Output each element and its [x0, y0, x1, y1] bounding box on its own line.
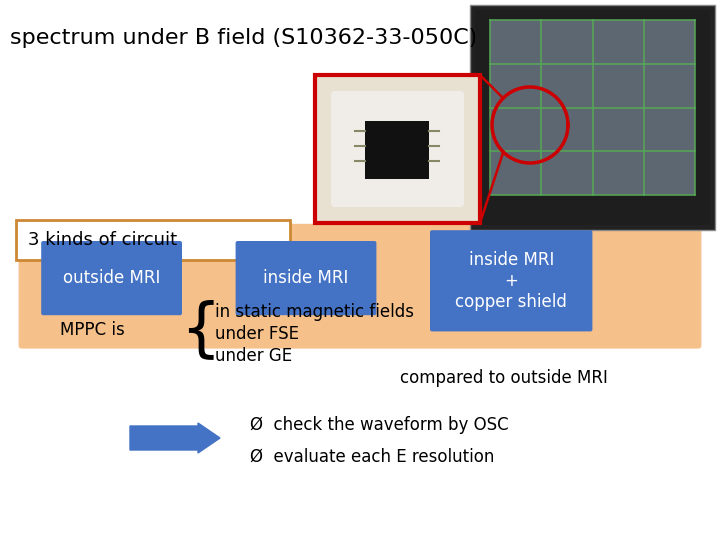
- Text: inside MRI: inside MRI: [264, 269, 348, 287]
- FancyBboxPatch shape: [41, 241, 182, 315]
- Text: spectrum under B field (S10362-33-050C): spectrum under B field (S10362-33-050C): [10, 28, 477, 48]
- Text: outside MRI: outside MRI: [63, 269, 161, 287]
- FancyArrow shape: [130, 423, 220, 453]
- FancyBboxPatch shape: [470, 5, 715, 230]
- Text: in static magnetic fields: in static magnetic fields: [215, 303, 414, 321]
- Text: compared to outside MRI: compared to outside MRI: [400, 369, 608, 387]
- Text: MPPC is: MPPC is: [60, 321, 125, 339]
- FancyBboxPatch shape: [235, 241, 377, 315]
- Text: Ø  evaluate each E resolution: Ø evaluate each E resolution: [250, 448, 495, 466]
- Text: under FSE: under FSE: [215, 325, 299, 343]
- FancyBboxPatch shape: [430, 230, 593, 332]
- FancyBboxPatch shape: [331, 91, 464, 207]
- FancyBboxPatch shape: [19, 224, 701, 349]
- Text: {: {: [180, 299, 220, 361]
- FancyBboxPatch shape: [490, 20, 695, 195]
- FancyBboxPatch shape: [315, 75, 480, 223]
- FancyBboxPatch shape: [16, 220, 290, 260]
- Text: under GE: under GE: [215, 347, 292, 365]
- Text: inside MRI
+
copper shield: inside MRI + copper shield: [455, 251, 567, 310]
- FancyBboxPatch shape: [475, 10, 710, 225]
- Text: Ø  check the waveform by OSC: Ø check the waveform by OSC: [250, 416, 508, 434]
- Text: 3 kinds of circuit: 3 kinds of circuit: [28, 231, 177, 249]
- FancyBboxPatch shape: [365, 121, 429, 179]
